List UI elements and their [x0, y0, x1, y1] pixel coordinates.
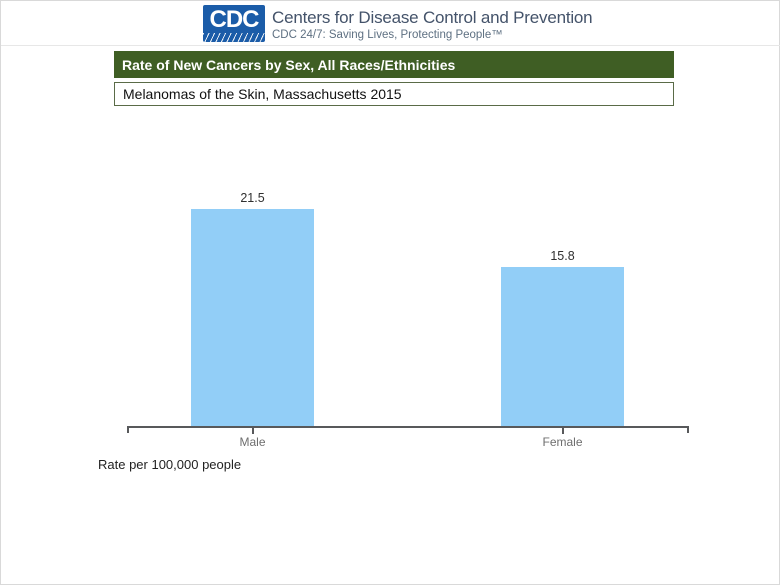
chart-title-banner: Rate of New Cancers by Sex, All Races/Et… [114, 51, 674, 78]
cdc-header-text: Centers for Disease Control and Preventi… [272, 5, 593, 42]
bar-group-female: 15.8 [501, 249, 624, 426]
bar-female [501, 267, 624, 426]
org-tagline: CDC 24/7: Saving Lives, Protecting Peopl… [272, 29, 503, 41]
x-axis-end-tick-right [687, 426, 689, 433]
plot-area: 21.5 Male 15.8 Female [127, 126, 689, 449]
bar-value-label-female: 15.8 [550, 249, 575, 263]
cdc-header: CDC Centers for Disease Control and Prev… [203, 5, 593, 42]
x-axis-tick-female [561, 428, 564, 434]
chart-subtitle-banner: Melanomas of the Skin, Massachusetts 201… [114, 82, 674, 106]
chart-title: Rate of New Cancers by Sex, All Races/Et… [122, 56, 456, 73]
rate-unit-footnote: Rate per 100,000 people [98, 457, 242, 472]
x-axis-label-male: Male [239, 435, 266, 449]
bar-value-label-male: 21.5 [240, 191, 265, 205]
header-divider [1, 45, 780, 46]
chart-subtitle: Melanomas of the Skin, Massachusetts 201… [123, 86, 402, 102]
cdc-logo-icon: CDC [203, 5, 265, 42]
bar-group-male: 21.5 [191, 191, 314, 426]
cdc-logo-text: CDC [209, 6, 260, 33]
x-axis-end-tick-left [127, 426, 129, 433]
org-name: Centers for Disease Control and Preventi… [272, 8, 593, 27]
x-axis-label-female: Female [542, 435, 583, 449]
x-axis-tick-male [251, 428, 254, 434]
bar-male [191, 209, 314, 426]
